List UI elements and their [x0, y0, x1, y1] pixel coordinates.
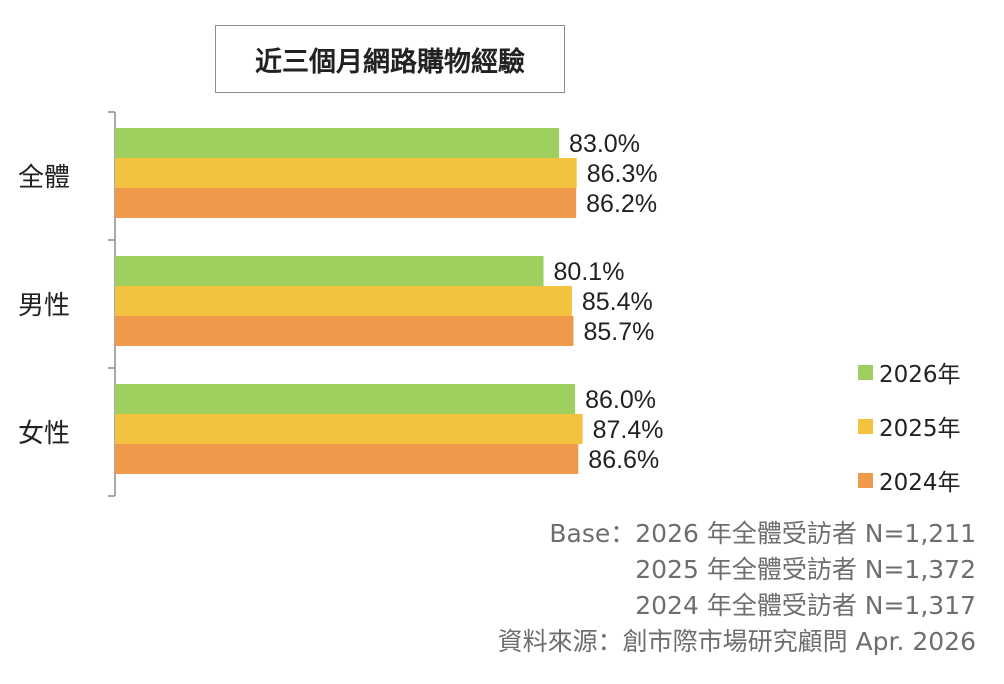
legend-item: 2024年: [858, 453, 961, 507]
bar: [115, 188, 577, 218]
legend-label: 2026年: [879, 362, 961, 388]
bar: [115, 128, 560, 158]
footnote-base-2026: Base：2026 年全體受訪者 N=1,211: [549, 519, 976, 548]
legend-item: 2026年: [858, 345, 961, 399]
data-label: 85.4%: [582, 288, 653, 316]
data-label: 86.3%: [587, 160, 658, 188]
bar: [115, 384, 576, 414]
category-label: 全體: [18, 163, 70, 193]
data-label: 80.1%: [554, 258, 625, 286]
bar: [115, 444, 579, 474]
data-label: 87.4%: [593, 416, 664, 444]
bars: [115, 128, 583, 474]
category-label: 女性: [18, 419, 70, 449]
bar: [115, 256, 544, 286]
footnote-source: 資料來源：創市際市場研究顧問 Apr. 2026: [497, 627, 976, 656]
data-label: 86.2%: [586, 190, 657, 218]
data-label: 86.6%: [588, 446, 659, 474]
chart-title: 近三個月網路購物經驗: [255, 46, 525, 78]
legend-swatch: [858, 418, 873, 434]
legend-label: 2024年: [879, 470, 961, 496]
footnotes: Base：2026 年全體受訪者 N=1,211 2025 年全體受訪者 N=1…: [498, 516, 976, 660]
data-label: 86.0%: [585, 386, 656, 414]
legend-swatch: [858, 472, 873, 488]
value-labels: 83.0%86.3%86.2% 80.1%85.4%85.7% 86.0%87.4%…: [554, 130, 664, 474]
category-label: 男性: [18, 291, 70, 321]
data-label: 83.0%: [569, 130, 640, 158]
bar: [115, 286, 572, 316]
legend-item: 2025年: [858, 399, 961, 453]
legend: 2026年 2025年 2024年: [858, 345, 961, 507]
footnote-base-2024: 2024 年全體受訪者 N=1,317: [635, 591, 976, 620]
legend-label: 2025年: [879, 416, 961, 442]
category-axis: [108, 111, 116, 497]
bar: [115, 316, 574, 346]
legend-swatch: [858, 364, 873, 380]
chart-title-box: 近三個月網路購物經驗: [215, 25, 565, 93]
footnote-base-2025: 2025 年全體受訪者 N=1,372: [635, 555, 976, 584]
data-label: 85.7%: [583, 318, 654, 346]
bar: [115, 414, 583, 444]
bar: [115, 158, 577, 188]
